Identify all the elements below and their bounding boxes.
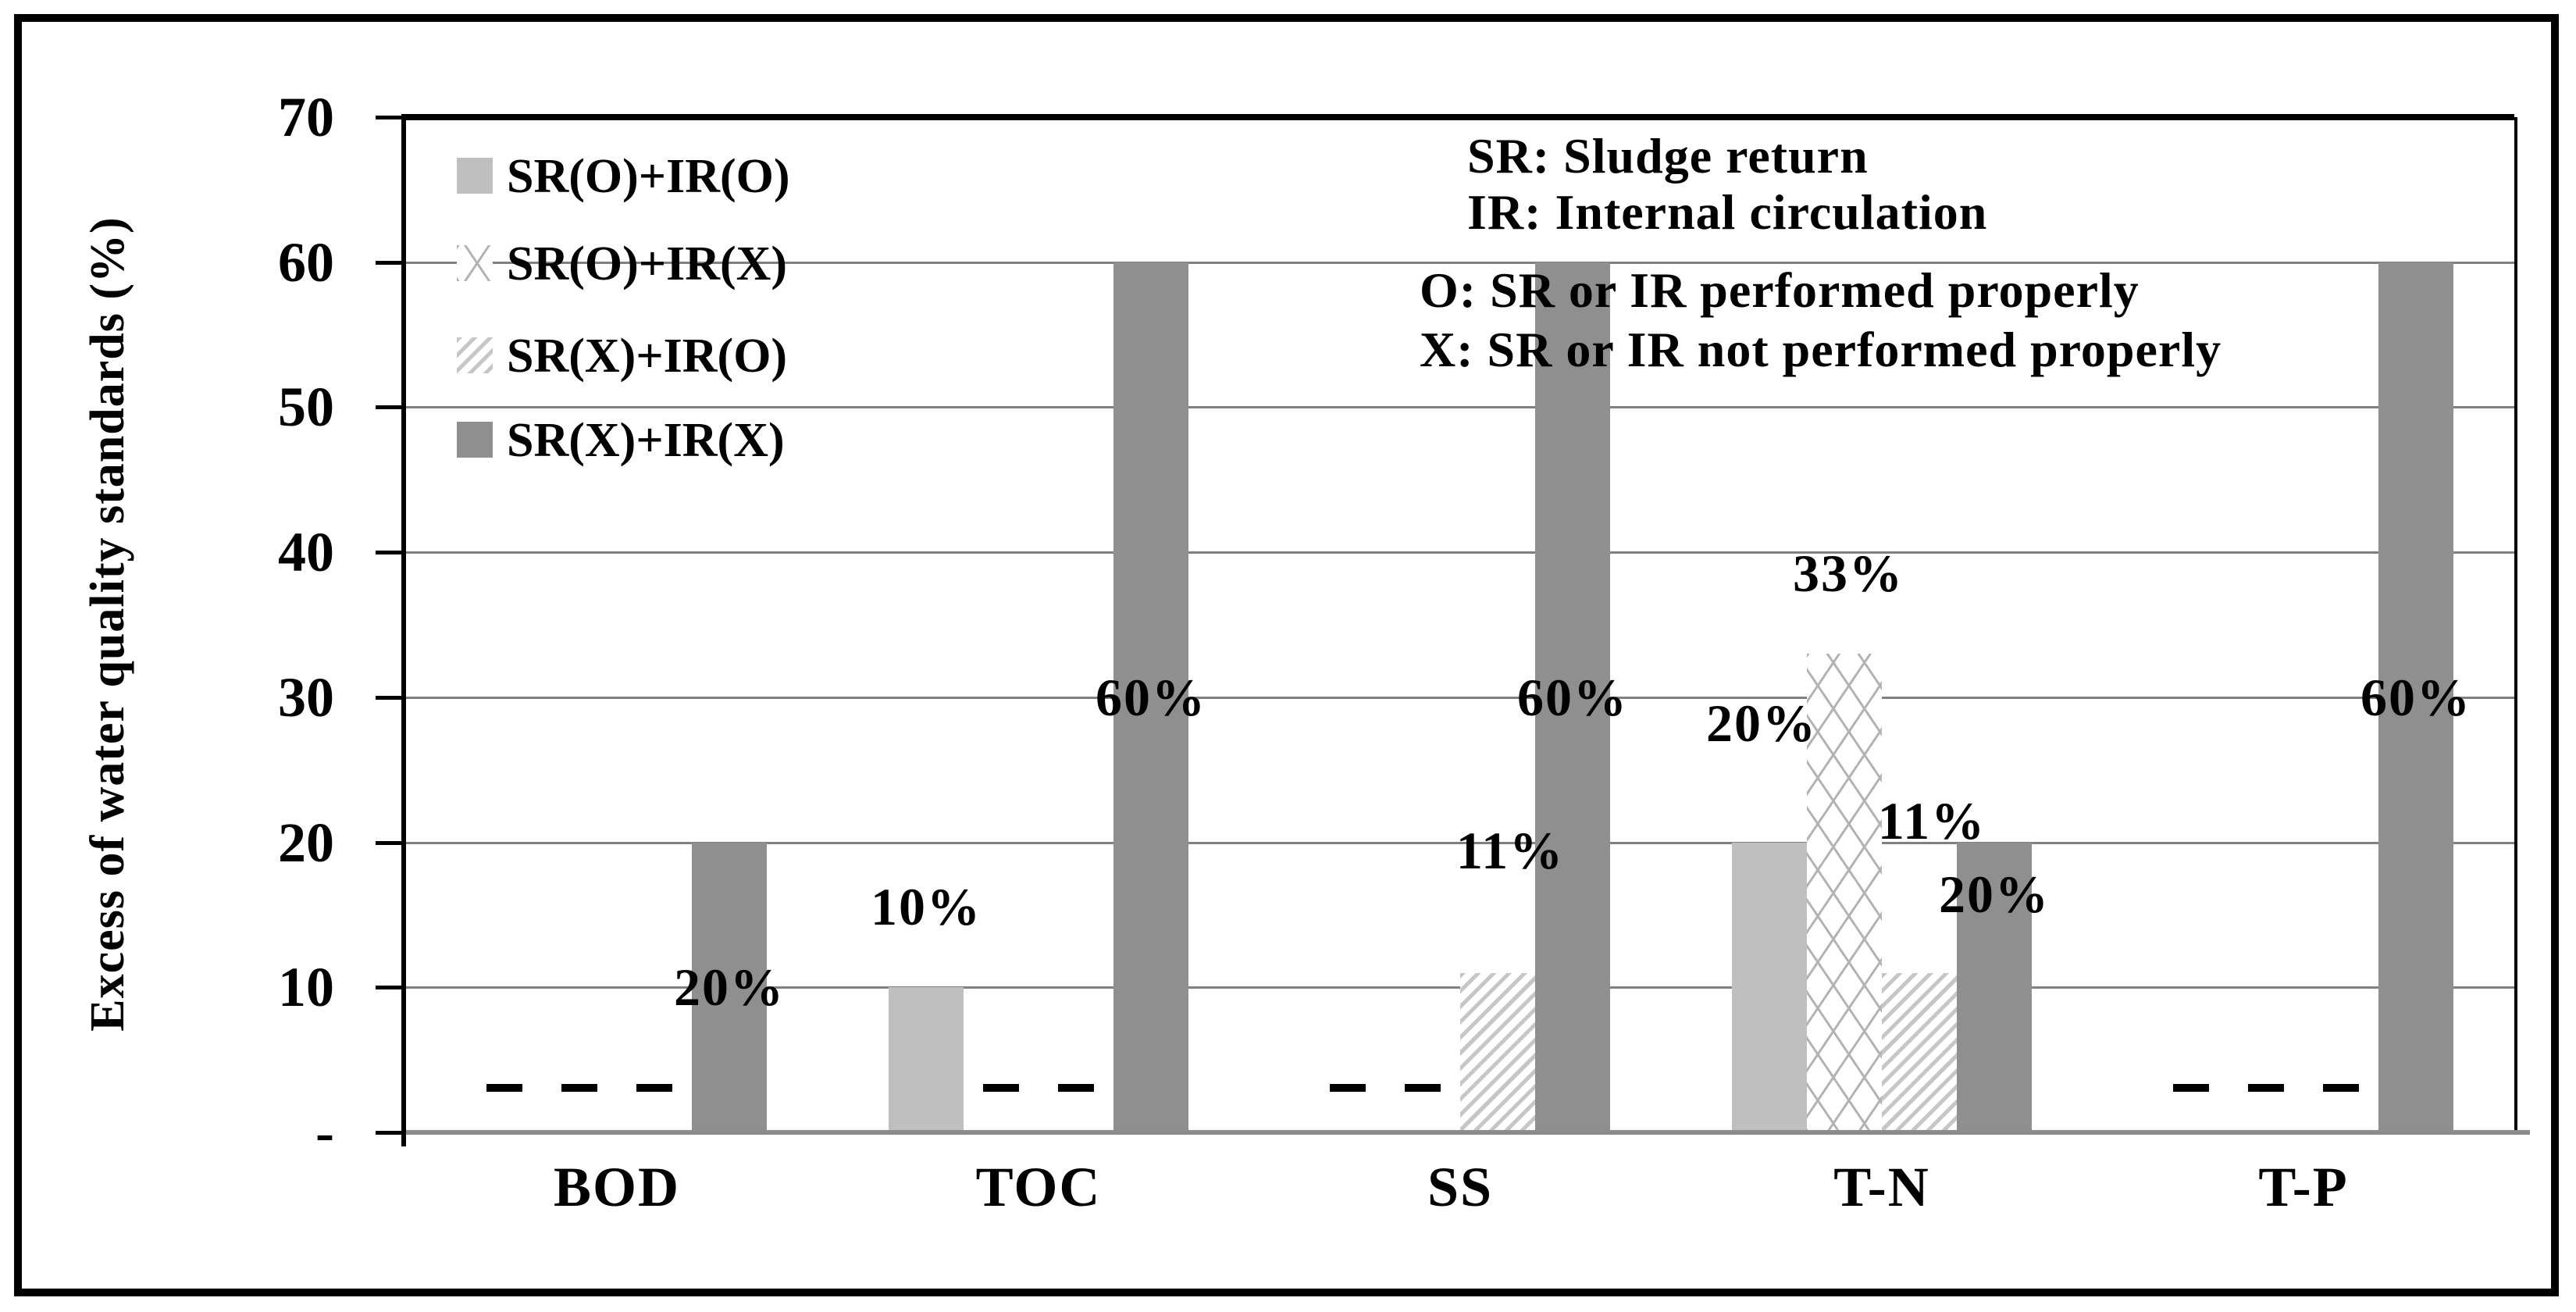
y-axis-title: Excess of water quality standards (%) xyxy=(81,216,134,1032)
gridline-30 xyxy=(406,696,2514,699)
y-tick-label-70: 70 xyxy=(278,86,334,148)
data-label-T-N-SR(X)+IR(O): 11% xyxy=(1877,790,1986,850)
bar-TOC-SR(X)+IR(X) xyxy=(1113,262,1188,1132)
gridline-20 xyxy=(406,841,2514,844)
data-label-SS-SR(X)+IR(O): 11% xyxy=(1455,820,1565,880)
y-tick-mark-20 xyxy=(376,840,401,845)
data-label-BOD-SR(X)+IR(X): 20% xyxy=(674,957,785,1018)
y-tick-label-0: - xyxy=(315,1101,334,1164)
y-tick-mark-60 xyxy=(376,260,401,265)
data-label-T-N-SR(X)+IR(X): 20% xyxy=(1939,865,2050,925)
y-tick-label-40: 40 xyxy=(278,521,334,584)
bar-T-N-SR(X)+IR(X) xyxy=(1957,842,2032,1132)
y-tick-label-20: 20 xyxy=(278,811,334,874)
zero-value-dash-TOC-SR(O)+IR(X) xyxy=(983,1084,1019,1092)
y-tick-mark-40 xyxy=(376,551,401,555)
zero-value-dash-BOD-SR(X)+IR(O) xyxy=(636,1084,672,1092)
zero-value-dash-BOD-SR(O)+IR(X) xyxy=(561,1084,597,1092)
data-label-T-N-SR(O)+IR(O): 20% xyxy=(1706,693,1817,753)
bar-BOD-SR(X)+IR(X) xyxy=(692,842,767,1132)
annotation-line: X: SR or IR not performed properly xyxy=(1420,322,2222,377)
zero-value-dash-TOC-SR(X)+IR(O) xyxy=(1058,1084,1094,1092)
bar-T-N-SR(X)+IR(O) xyxy=(1882,972,1957,1132)
y-tick-label-60: 60 xyxy=(278,230,334,294)
annotation-line: O: SR or IR performed properly xyxy=(1420,262,2140,318)
legend-swatch-diagonal-icon xyxy=(457,337,493,373)
data-label-SS-SR(X)+IR(X): 60% xyxy=(1517,667,1628,727)
bar-T-N-SR(O)+IR(X) xyxy=(1807,654,1882,1132)
figure-border-frame xyxy=(14,14,2559,1296)
plot-top-border xyxy=(401,114,2514,120)
zero-value-dash-SS-SR(O)+IR(X) xyxy=(1405,1084,1441,1092)
y-tick-label-10: 10 xyxy=(278,956,334,1019)
y-axis-line xyxy=(401,114,406,1146)
legend-swatch-solid-light-icon xyxy=(457,158,493,194)
category-label-BOD: BOD xyxy=(553,1156,681,1218)
data-label-TOC-SR(O)+IR(O): 10% xyxy=(871,877,982,937)
y-tick-label-30: 30 xyxy=(278,665,334,729)
bar-TOC-SR(O)+IR(O) xyxy=(889,987,964,1132)
annotation-line: IR: Internal circulation xyxy=(1467,184,1988,240)
y-tick-mark-0 xyxy=(376,1131,401,1135)
data-label-T-N-SR(O)+IR(X): 33% xyxy=(1793,544,1904,604)
gridline-60 xyxy=(406,261,2514,264)
category-label-SS: SS xyxy=(1427,1156,1494,1218)
annotation-line: SR: Sludge return xyxy=(1467,128,1869,184)
legend-label: SR(O)+IR(O) xyxy=(507,150,790,203)
legend-label: SR(O)+IR(X) xyxy=(507,237,788,291)
gridline-40 xyxy=(406,551,2514,554)
annotation-definitions-bottom: O: SR or IR performed properly X: SR or I… xyxy=(1420,261,2221,380)
legend-label: SR(X)+IR(O) xyxy=(507,330,788,383)
zero-value-dash-T-P-SR(X)+IR(O) xyxy=(2323,1084,2359,1092)
y-tick-mark-70 xyxy=(376,116,401,119)
zero-value-dash-BOD-SR(O)+IR(O) xyxy=(486,1084,522,1092)
category-label-T-P: T-P xyxy=(2258,1156,2349,1218)
category-label-TOC: TOC xyxy=(975,1156,1102,1218)
bar-SS-SR(X)+IR(O) xyxy=(1460,972,1535,1132)
legend-label: SR(X)+IR(X) xyxy=(507,414,785,467)
bar-T-N-SR(O)+IR(O) xyxy=(1732,842,1807,1132)
bar-SS-SR(X)+IR(X) xyxy=(1535,262,1610,1132)
data-label-TOC-SR(X)+IR(X): 60% xyxy=(1096,667,1206,727)
zero-value-dash-T-P-SR(O)+IR(O) xyxy=(2173,1084,2209,1092)
y-tick-mark-30 xyxy=(376,695,401,700)
annotation-definitions-top: SR: Sludge return IR: Internal circulatio… xyxy=(1467,128,1987,241)
y-tick-mark-50 xyxy=(376,405,401,410)
data-label-T-P-SR(X)+IR(X): 60% xyxy=(2360,667,2471,727)
legend-swatch-crosshatch-icon xyxy=(457,245,493,281)
x-axis-baseline xyxy=(401,1130,2530,1135)
gridline-50 xyxy=(406,406,2514,409)
y-tick-label-50: 50 xyxy=(278,376,334,439)
legend-swatch-solid-dark-icon xyxy=(457,422,493,458)
category-label-T-N: T-N xyxy=(1833,1156,1930,1218)
zero-value-dash-T-P-SR(O)+IR(X) xyxy=(2248,1084,2284,1092)
y-tick-mark-10 xyxy=(376,986,401,990)
bar-T-P-SR(X)+IR(X) xyxy=(2378,262,2453,1132)
plot-right-border xyxy=(2514,117,2517,1132)
zero-value-dash-SS-SR(O)+IR(O) xyxy=(1330,1084,1366,1092)
